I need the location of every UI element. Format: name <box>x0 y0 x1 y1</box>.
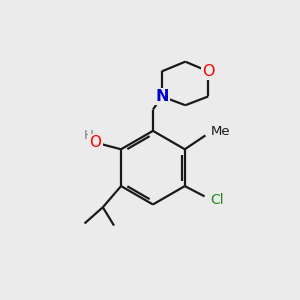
Text: O: O <box>89 135 101 150</box>
Text: O: O <box>202 64 214 79</box>
Text: Cl: Cl <box>210 193 224 207</box>
Text: Me: Me <box>210 125 230 138</box>
Text: N: N <box>155 89 169 104</box>
Text: H: H <box>84 129 94 142</box>
